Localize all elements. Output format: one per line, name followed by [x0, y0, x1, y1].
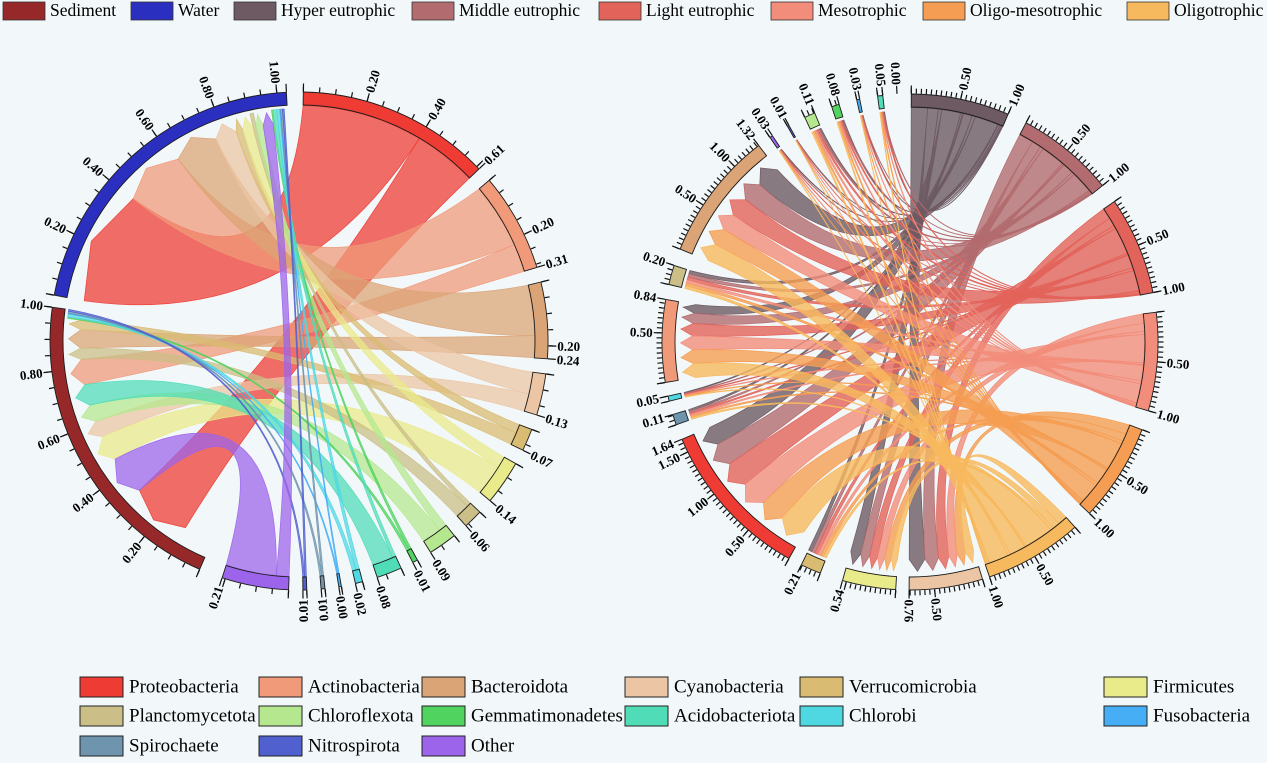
svg-text:1.00: 1.00 — [266, 60, 283, 84]
svg-text:0.20: 0.20 — [641, 248, 667, 269]
svg-text:Chloroflexota: Chloroflexota — [308, 706, 414, 727]
svg-text:Light eutrophic: Light eutrophic — [646, 0, 755, 20]
svg-text:0.05: 0.05 — [635, 391, 661, 411]
svg-text:0.76: 0.76 — [902, 599, 917, 622]
svg-text:1.00: 1.00 — [985, 583, 1007, 609]
svg-text:Cyanobacteria: Cyanobacteria — [674, 677, 784, 698]
svg-text:0.80: 0.80 — [196, 74, 218, 101]
svg-text:0.00: 0.00 — [888, 62, 904, 86]
svg-text:Hyper eutrophic: Hyper eutrophic — [281, 0, 395, 20]
svg-text:Other: Other — [471, 736, 515, 757]
svg-text:1.00: 1.00 — [1155, 406, 1181, 427]
svg-text:Acidobacteriota: Acidobacteriota — [674, 706, 796, 727]
svg-text:0.08: 0.08 — [823, 71, 844, 98]
svg-text:0.11: 0.11 — [641, 410, 666, 431]
svg-text:Sediment: Sediment — [50, 0, 116, 20]
svg-text:Actinobacteria: Actinobacteria — [308, 677, 420, 698]
svg-text:Verrucomicrobia: Verrucomicrobia — [849, 677, 977, 698]
svg-text:0.31: 0.31 — [544, 251, 570, 272]
svg-text:Firmicutes: Firmicutes — [1153, 677, 1234, 698]
svg-text:0.24: 0.24 — [556, 352, 580, 369]
svg-text:Oligo-mesotrophic: Oligo-mesotrophic — [970, 0, 1102, 20]
svg-text:Planctomycetota: Planctomycetota — [129, 706, 256, 727]
svg-text:Gemmatimonadetes: Gemmatimonadetes — [471, 706, 623, 727]
svg-text:0.02: 0.02 — [350, 591, 370, 617]
svg-text:Oligotrophic: Oligotrophic — [1174, 0, 1264, 20]
svg-text:Bacteroidota: Bacteroidota — [471, 677, 569, 698]
svg-text:0.54: 0.54 — [826, 587, 847, 613]
svg-text:0.03: 0.03 — [846, 66, 865, 92]
svg-text:0.50: 0.50 — [1166, 355, 1190, 372]
svg-text:Water: Water — [178, 0, 220, 20]
svg-text:Spirochaete: Spirochaete — [129, 736, 219, 757]
svg-text:Fusobacteria: Fusobacteria — [1153, 706, 1251, 727]
svg-text:0.50: 0.50 — [955, 66, 974, 91]
svg-text:0.84: 0.84 — [633, 286, 658, 305]
svg-text:Mesotrophic: Mesotrophic — [818, 0, 907, 20]
svg-text:0.50: 0.50 — [630, 324, 653, 340]
svg-text:0.08: 0.08 — [373, 584, 395, 611]
svg-text:0.50: 0.50 — [928, 597, 945, 621]
svg-text:0.21: 0.21 — [205, 584, 226, 610]
svg-text:Proteobacteria: Proteobacteria — [129, 677, 239, 698]
svg-text:0.01: 0.01 — [296, 599, 311, 622]
svg-text:0.05: 0.05 — [872, 63, 889, 88]
svg-text:Middle eutrophic: Middle eutrophic — [459, 0, 580, 20]
svg-text:Nitrospirota: Nitrospirota — [308, 736, 400, 757]
svg-text:1.00: 1.00 — [19, 295, 44, 313]
svg-text:0.13: 0.13 — [544, 411, 571, 432]
svg-text:0.20: 0.20 — [557, 339, 580, 354]
svg-text:0.00: 0.00 — [333, 595, 351, 620]
svg-text:0.80: 0.80 — [19, 365, 43, 383]
svg-text:0.01: 0.01 — [315, 598, 332, 622]
svg-text:Chlorobi: Chlorobi — [849, 706, 917, 727]
svg-text:1.00: 1.00 — [1161, 279, 1186, 298]
svg-text:0.20: 0.20 — [362, 68, 383, 94]
